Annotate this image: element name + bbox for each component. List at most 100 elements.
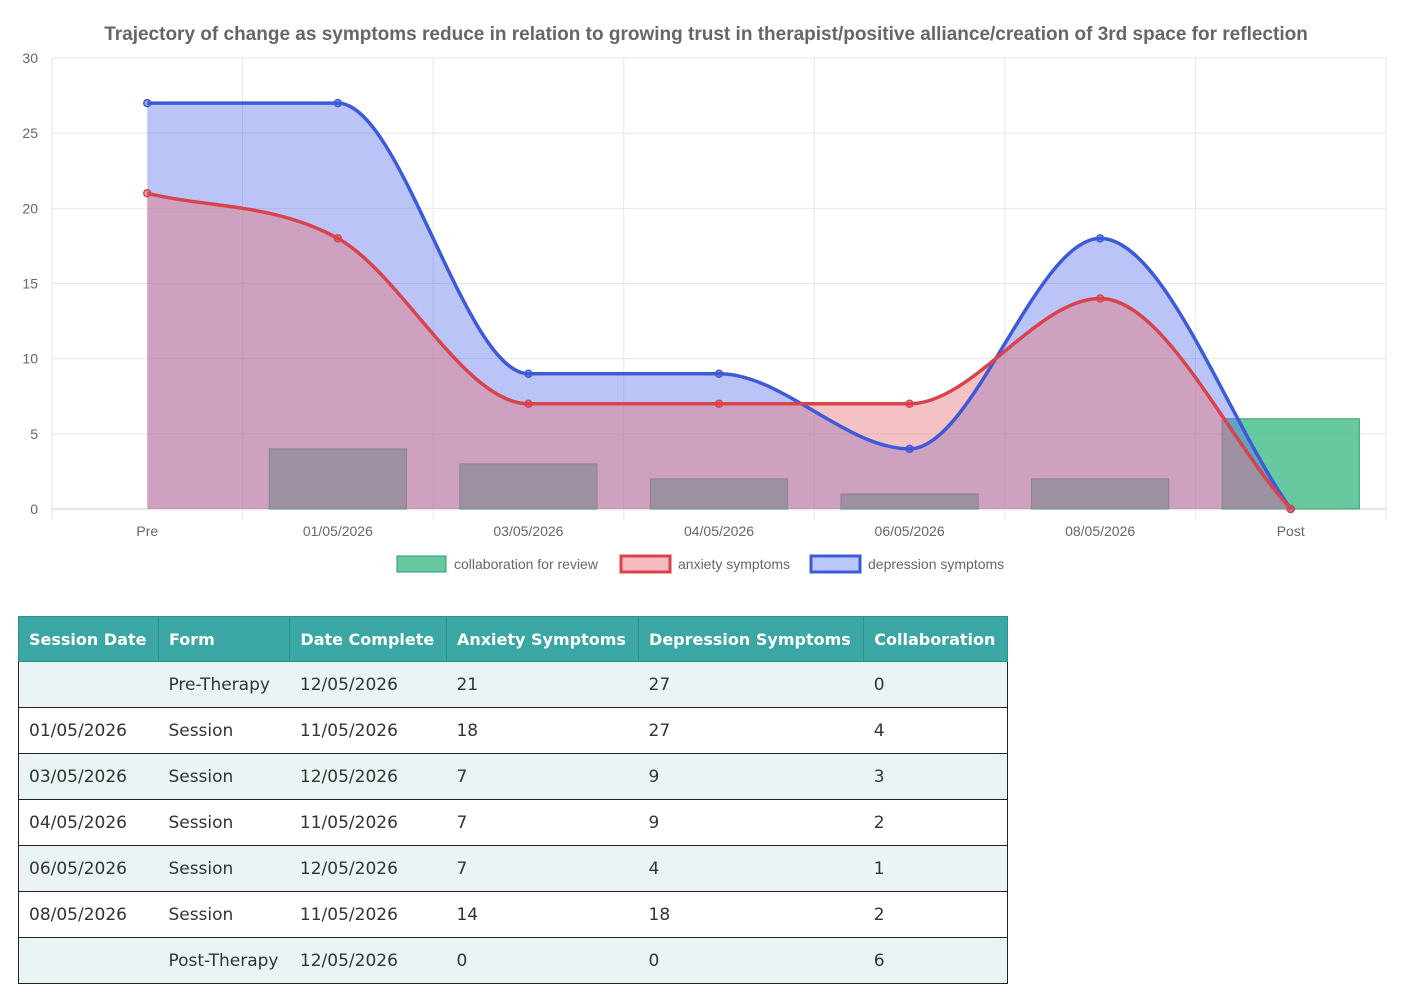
table-cell: 21: [446, 661, 639, 708]
chart-title: Trajectory of change as symptoms reduce …: [104, 24, 1308, 45]
chart-axes: 0 5 10 15 20 25 30 Pre 01/05/2026 03/05/2026 04/05…: [22, 50, 1304, 539]
table-cell: Post-Therapy: [158, 937, 290, 984]
table-cell: 18: [638, 891, 864, 938]
table-cell: 12/05/2026: [289, 937, 447, 984]
table-row: Post-Therapy 12/05/2026 0 0 6: [18, 937, 1008, 984]
table-cell: [18, 937, 159, 984]
header-form: Form: [157, 616, 291, 662]
table-cell: 6: [863, 937, 1008, 984]
collaboration-bar: [459, 463, 598, 510]
y-tick-label: 0: [30, 501, 38, 517]
x-tick-label: 06/05/2026: [875, 523, 945, 539]
collaboration-bar: [840, 493, 979, 510]
table-cell: 08/05/2026: [18, 891, 159, 938]
legend-swatch: [619, 554, 672, 574]
depression-point: [714, 369, 724, 378]
y-tick-label: 15: [22, 276, 38, 292]
y-tick-label: 25: [22, 125, 38, 141]
anxiety-point: [143, 189, 152, 198]
header-collaboration: Collaboration: [863, 616, 1008, 662]
table-cell: Session: [158, 707, 290, 754]
table-row: Pre-Therapy 12/05/2026 21 27 0: [18, 661, 1008, 708]
collaboration-bar: [1031, 478, 1170, 510]
y-tick-label: 20: [22, 200, 38, 216]
collaboration-bar: [268, 448, 407, 510]
table-cell: 0: [863, 661, 1008, 708]
anxiety-point: [1095, 294, 1105, 303]
table-cell: 3: [863, 753, 1008, 800]
x-tick-label: Pre: [136, 523, 158, 539]
table-cell: 06/05/2026: [18, 845, 159, 892]
table-cell: Session: [158, 891, 290, 938]
depression-line: [147, 101, 1293, 511]
y-tick-label: 5: [30, 426, 38, 442]
legend-label: collaboration for review: [454, 556, 599, 572]
legend-label: depression symptoms: [868, 556, 1004, 572]
table-cell: Session: [158, 845, 290, 892]
anxiety-point: [333, 234, 343, 243]
anxiety-point: [1286, 504, 1295, 514]
depression-area-fill: [147, 103, 1291, 509]
anxiety-area-fill: [147, 193, 1291, 510]
collaboration-bars: [268, 418, 1360, 510]
y-tick-label: 30: [22, 50, 38, 66]
table-cell: 9: [638, 753, 864, 800]
table-row: 08/05/2026 Session 11/05/2026 14 18 2: [18, 891, 1008, 938]
header-date-complete: Date Complete: [289, 616, 447, 662]
x-tick-label: 04/05/2026: [684, 523, 754, 539]
chart-legend: collaboration for review anxiety symptoms…: [396, 554, 1004, 574]
table-cell: 0: [446, 937, 639, 984]
table-cell: 4: [863, 707, 1008, 754]
depression-point: [524, 369, 533, 378]
legend-swatch: [396, 555, 447, 573]
collaboration-bar: [649, 478, 789, 510]
table-cell: 12/05/2026: [289, 661, 447, 708]
table-cell: 2: [863, 799, 1008, 846]
table-header-row: Session Date Form Date Complete Anxiety …: [18, 616, 1008, 662]
trajectory-chart: Trajectory of change as symptoms reduce …: [22, 24, 1387, 574]
header-anxiety-symptoms: Anxiety Symptoms: [445, 616, 640, 662]
y-tick-label: 10: [22, 351, 38, 367]
x-tick-label: Post: [1277, 523, 1305, 539]
table-cell: 03/05/2026: [18, 753, 159, 800]
table-cell: 1: [863, 845, 1008, 892]
table-cell: 11/05/2026: [289, 707, 447, 754]
table-row: 03/05/2026 Session 12/05/2026 7 9 3: [18, 753, 1008, 800]
table-cell: 7: [446, 799, 639, 846]
table-row: 04/05/2026 Session 11/05/2026 7 9 2: [18, 799, 1008, 846]
table-body: Pre-Therapy 12/05/2026 21 27 0 01/05/2026 Sess…: [18, 661, 1008, 984]
table-cell: 11/05/2026: [289, 799, 447, 846]
table-cell: 11/05/2026: [289, 891, 447, 938]
table-cell: 27: [638, 707, 864, 754]
anxiety-point: [714, 399, 724, 409]
depression-point: [1095, 234, 1105, 243]
chart-grid: [51, 57, 1387, 519]
table-cell: 04/05/2026: [18, 799, 159, 846]
anxiety-point: [524, 399, 533, 409]
table-cell: 0: [638, 937, 864, 984]
table-cell: 18: [446, 707, 639, 754]
table-cell: 14: [446, 891, 639, 938]
table-row: 01/05/2026 Session 11/05/2026 18 27 4: [18, 707, 1008, 754]
x-tick-label: 08/05/2026: [1065, 523, 1135, 539]
depression-point: [333, 98, 343, 108]
table-cell: 12/05/2026: [289, 845, 447, 892]
table-cell: 12/05/2026: [289, 753, 447, 800]
table-cell: 7: [446, 753, 639, 800]
table-row: 06/05/2026 Session 12/05/2026 7 4 1: [18, 845, 1008, 892]
legend-label: anxiety symptoms: [678, 556, 790, 572]
table-cell: Pre-Therapy: [158, 661, 290, 708]
header-depression-symptoms: Depression Symptoms: [638, 616, 865, 662]
depression-point: [143, 98, 152, 108]
table-cell: 4: [638, 845, 864, 892]
table-cell: Session: [158, 799, 290, 846]
table-cell: [18, 661, 159, 708]
table-cell: 7: [446, 845, 639, 892]
x-tick-label: 01/05/2026: [303, 523, 373, 539]
table-cell: 9: [638, 799, 864, 846]
table-cell: 01/05/2026: [18, 707, 159, 754]
depression-point: [905, 444, 914, 454]
symptom-areas: [143, 98, 1295, 514]
table-cell: 27: [638, 661, 864, 708]
legend-swatch: [809, 554, 862, 574]
